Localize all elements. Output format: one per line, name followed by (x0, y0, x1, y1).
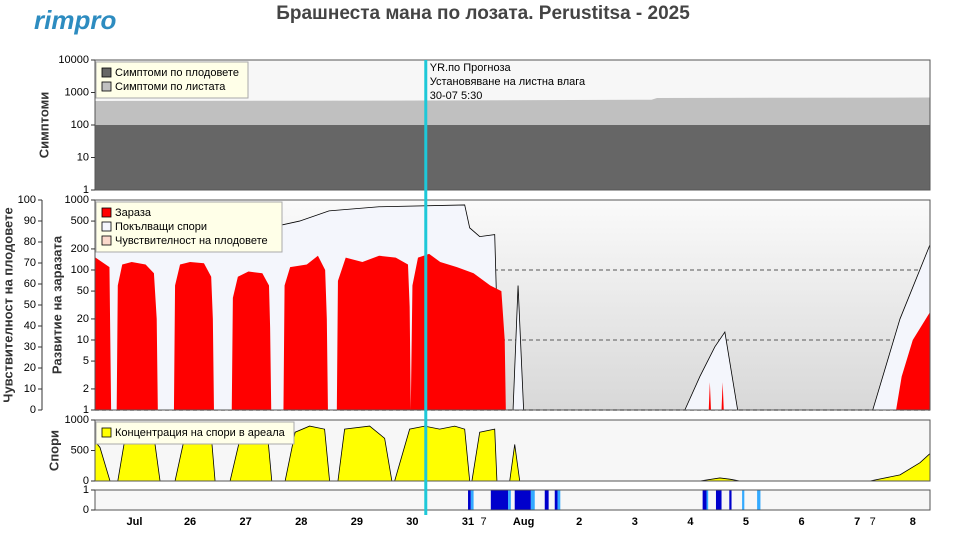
y2-tick-label: 20 (24, 362, 36, 374)
x-tick-label: 27 (240, 516, 252, 528)
x-tick-label: 4 (687, 516, 694, 528)
legend-label: Концентрация на спори в ареала (115, 427, 286, 439)
y-tick-label: 500 (71, 444, 89, 456)
legend-swatch (101, 235, 112, 246)
x-tick-label: 28 (295, 516, 307, 528)
y2-tick-label: 10 (24, 383, 36, 395)
y-tick-label: 200 (71, 243, 89, 255)
panel-background (95, 490, 930, 510)
panel-frame (94, 489, 931, 511)
legend: Концентрация на спори в ареала (95, 421, 295, 445)
bar (544, 490, 549, 510)
y-tick-label: 1 (83, 404, 89, 416)
y-tick-label: 10000 (58, 54, 89, 66)
bar (715, 490, 722, 510)
x-tick-label: 29 (351, 516, 363, 528)
y-tick-label: 500 (71, 215, 89, 227)
y2-tick-label: 60 (24, 278, 36, 290)
forecast-label: Установяване на листна влага (430, 76, 586, 88)
y-tick-label: 100 (71, 119, 89, 131)
y-tick-label: 100 (71, 264, 89, 276)
x-tick-label: 31 (462, 516, 474, 528)
x-tick-label: 3 (632, 516, 638, 528)
legend-swatch (101, 81, 112, 92)
x-tick-label: 8 (910, 516, 916, 528)
y-axis-label: Развитие на заразата (49, 235, 64, 374)
legend-label: Покълващи спори (115, 221, 207, 233)
bar (470, 490, 474, 510)
legend: Зараза Покълващи спори Чувствителност на п… (95, 201, 283, 253)
x-tick-label: 30 (406, 516, 418, 528)
week-tick-label: 7 (481, 516, 487, 528)
bar (757, 490, 761, 510)
x-tick-label: Aug (513, 516, 534, 528)
bar (742, 490, 745, 510)
y-axis-label: Спори (46, 430, 61, 471)
y2-tick-label: 0 (30, 404, 36, 416)
area (95, 125, 930, 190)
bar (490, 490, 509, 510)
bar (729, 490, 732, 510)
legend-swatch (101, 67, 112, 78)
legend-label: Симптоми по листата (115, 81, 226, 93)
bar (702, 490, 707, 510)
x-tick-label: 6 (799, 516, 805, 528)
legend-label: Симптоми по плодовете (115, 67, 239, 79)
y-tick-label: 1000 (65, 86, 89, 98)
x-tick-label: 5 (743, 516, 749, 528)
forecast-label: YR.по Прогноза (430, 62, 512, 74)
x-tick-label: 26 (184, 516, 196, 528)
week-tick-label: 7 (870, 516, 876, 528)
y-tick-label: 0 (83, 504, 89, 516)
forecast-label: 30-07 5:30 (430, 90, 483, 102)
legend-swatch (101, 207, 112, 218)
y-tick-label: 1000 (65, 414, 89, 426)
legend-label: Чувствителност на плодовете (115, 235, 268, 247)
legend-swatch (101, 427, 112, 438)
legend-label: Зараза (115, 207, 152, 219)
bar (530, 490, 535, 510)
y2-tick-label: 50 (24, 299, 36, 311)
y2-axis-label: Чувствителност на плодовете (0, 207, 15, 402)
logo: rimpro (34, 5, 116, 35)
legend: Симптоми по плодовете Симптоми по листата (95, 61, 249, 99)
panel-frame (94, 199, 931, 411)
legend-box (95, 421, 295, 445)
legend-box (95, 61, 249, 99)
y-tick-label: 1000 (65, 194, 89, 206)
chart-title: Брашнеста мана по лозата. Perustitsa - 2… (276, 3, 690, 24)
y-tick-label: 0 (83, 475, 89, 487)
y-axis-label: Симптоми (36, 92, 51, 158)
y-tick-label: 1 (83, 484, 89, 496)
y2-tick-label: 100 (18, 194, 36, 206)
y2-tick-label: 30 (24, 341, 36, 353)
y-tick-label: 10 (77, 334, 89, 346)
y-tick-label: 10 (77, 151, 89, 163)
bar (508, 490, 511, 510)
y-tick-label: 50 (77, 285, 89, 297)
y2-tick-label: 90 (24, 215, 36, 227)
x-tick-label: 2 (576, 516, 582, 528)
bar (557, 490, 561, 510)
area (95, 253, 930, 410)
y2-tick-label: 80 (24, 236, 36, 248)
y2-tick-label: 70 (24, 257, 36, 269)
legend-swatch (101, 221, 112, 232)
legend-box (95, 201, 283, 253)
y-tick-label: 5 (83, 355, 89, 367)
bar (706, 490, 709, 510)
bar (554, 490, 558, 510)
y-tick-label: 2 (83, 383, 89, 395)
y-tick-label: 20 (77, 313, 89, 325)
y-tick-label: 1 (83, 184, 89, 196)
bar (468, 490, 471, 510)
y2-tick-label: 40 (24, 320, 36, 332)
x-tick-label: Jul (127, 516, 143, 528)
bar (514, 490, 531, 510)
x-tick-label: 7 (854, 516, 860, 528)
